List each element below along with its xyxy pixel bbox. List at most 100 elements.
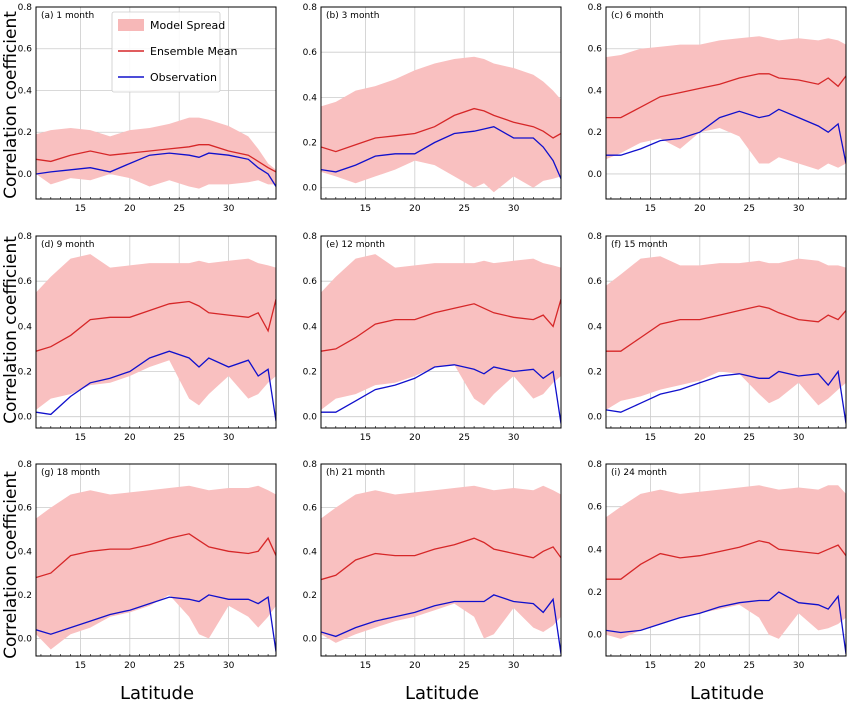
tick-label-y: 0.4 — [303, 322, 318, 332]
tick-label-x: 25 — [173, 204, 184, 214]
tick-label-y: 0.8 — [588, 232, 603, 242]
tick-label-y: 0.4 — [18, 322, 33, 332]
ensemble-mean-line — [606, 305, 846, 352]
tick-label-x: 25 — [743, 661, 754, 671]
tick-label-x: 15 — [75, 661, 86, 671]
tick-label-y: 0.4 — [18, 547, 33, 557]
panel-frame — [35, 463, 277, 657]
tick-label-y: 0.0 — [588, 170, 603, 180]
panel-title: (i) 24 month — [611, 468, 667, 478]
tick-label-x: 25 — [743, 204, 754, 214]
tick-label-x: 30 — [793, 433, 805, 443]
model-spread-band — [321, 56, 561, 193]
tick-label-y: 0.2 — [18, 368, 32, 378]
tick-label-y: 0.2 — [18, 128, 32, 138]
model-spread-band — [321, 485, 561, 643]
tick-label-y: 0.0 — [303, 635, 318, 645]
model-spread-band — [321, 254, 561, 410]
tick-label-y: 0.2 — [588, 588, 602, 598]
observation-line — [606, 108, 846, 164]
model-spread-band — [606, 36, 846, 170]
legend-label-obs: Observation — [150, 71, 217, 84]
tick-label-y: 0.2 — [18, 591, 32, 601]
tick-label-y: 0.4 — [588, 86, 603, 96]
model-spread-band — [36, 485, 276, 650]
tick-label-x: 20 — [124, 204, 136, 214]
tick-label-y: 0.2 — [588, 368, 602, 378]
tick-label-y: 0.2 — [303, 368, 317, 378]
tick-label-y: 0.8 — [588, 460, 603, 470]
tick-label-y: 0.0 — [18, 635, 33, 645]
tick-label-y: 0.6 — [588, 277, 603, 287]
ensemble-mean-line — [606, 540, 846, 580]
tick-label-x: 20 — [694, 433, 706, 443]
tick-label-y: 0.0 — [303, 184, 318, 194]
observation-line — [36, 594, 276, 652]
panel-title: (e) 12 month — [326, 240, 385, 250]
tick-label-y: 0.8 — [18, 232, 33, 242]
tick-label-x: 20 — [124, 661, 136, 671]
legend-swatch-spread — [118, 19, 144, 31]
tick-label-y: 0.4 — [18, 86, 33, 96]
model-spread-band — [36, 254, 276, 410]
ensemble-mean-line — [36, 533, 276, 579]
tick-label-y: 0.2 — [588, 128, 602, 138]
tick-label-x: 15 — [360, 204, 371, 214]
panel-frame — [320, 463, 562, 657]
tick-label-x: 25 — [743, 433, 754, 443]
tick-label-x: 30 — [793, 661, 805, 671]
tick-label-x: 30 — [793, 204, 805, 214]
observation-line — [321, 364, 561, 424]
tick-label-y: 0.4 — [588, 322, 603, 332]
observation-line — [321, 126, 561, 179]
tick-label-y: 0.8 — [303, 460, 318, 470]
tick-label-y: 0.2 — [303, 139, 317, 149]
ensemble-mean-line — [606, 73, 846, 119]
tick-label-y: 0.0 — [18, 170, 33, 180]
legend-label-spread: Model Spread — [150, 19, 225, 32]
ensemble-mean-line — [321, 299, 561, 352]
ylabel-row-2: Correlation coefficient — [1, 236, 21, 424]
panel-1: 15 20 25 30 0.0 0.2 0.4 0.6 0.8 (a) 1 month — [18, 3, 277, 214]
tick-label-x: 25 — [458, 661, 469, 671]
panel-title: (c) 6 month — [611, 11, 664, 21]
tick-label-y: 0.6 — [303, 277, 318, 287]
xlabel-col-3: Latitude — [690, 683, 764, 703]
tick-label-y: 0.4 — [588, 545, 603, 555]
panel-title: (d) 9 month — [41, 240, 94, 250]
ensemble-mean-line — [321, 107, 561, 153]
tick-label-x: 15 — [645, 433, 656, 443]
model-spread-band — [606, 485, 846, 639]
tick-label-y: 0.6 — [303, 48, 318, 58]
panel-frame — [605, 6, 847, 200]
panel-8: 15 20 25 30 0.0 0.2 0.4 0.6 0.8 (h) 21 month — [303, 460, 562, 671]
tick-label-y: 0.6 — [18, 504, 33, 514]
panel-frame — [605, 235, 847, 429]
observation-line — [606, 369, 846, 424]
panel-2: 15 20 25 30 0.0 0.2 0.4 0.6 0.8 (b) 3 month — [303, 3, 562, 214]
model-spread-band — [606, 256, 846, 410]
legend-frame — [111, 11, 221, 93]
xlabel-col-1: Latitude — [120, 683, 194, 703]
ensemble-mean-line — [321, 537, 561, 581]
tick-label-y: 0.8 — [18, 3, 33, 13]
panel-frame — [320, 235, 562, 429]
tick-label-x: 15 — [645, 661, 656, 671]
tick-label-y: 0.2 — [303, 591, 317, 601]
tick-label-x: 30 — [223, 661, 235, 671]
tick-label-x: 30 — [508, 204, 520, 214]
tick-label-x: 30 — [223, 433, 235, 443]
tick-label-x: 15 — [360, 661, 371, 671]
tick-label-x: 25 — [458, 204, 469, 214]
panel-9: 15 20 25 30 0.0 0.2 0.4 0.6 0.8 (i) 24 month — [588, 460, 847, 671]
model-spread-band — [36, 117, 276, 189]
tick-label-y: 0.8 — [18, 460, 33, 470]
tick-label-x: 20 — [409, 661, 421, 671]
tick-label-x: 25 — [173, 661, 184, 671]
panel-frame — [35, 6, 277, 200]
panel-frame — [35, 235, 277, 429]
tick-label-y: 0.4 — [303, 547, 318, 557]
tick-label-x: 25 — [173, 433, 184, 443]
tick-label-y: 0.8 — [303, 3, 318, 13]
panel-title: (a) 1 month — [41, 11, 94, 21]
